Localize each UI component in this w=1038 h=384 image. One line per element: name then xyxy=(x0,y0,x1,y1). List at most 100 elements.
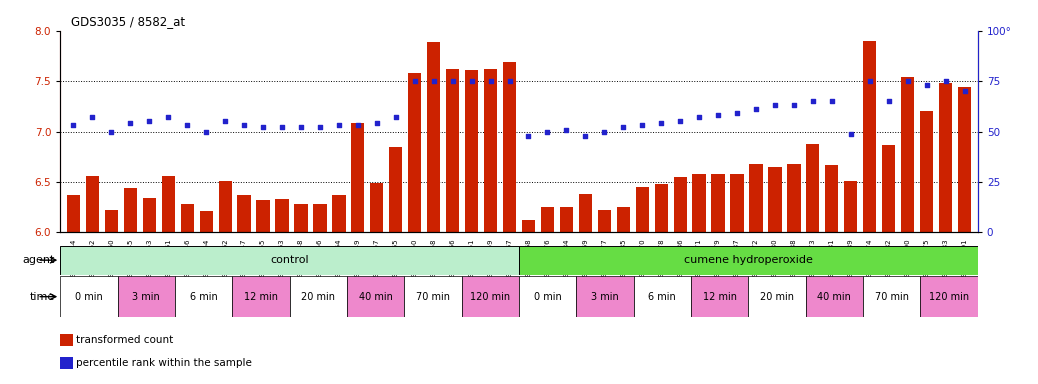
Bar xyxy=(351,123,364,232)
Point xyxy=(463,78,480,84)
Bar xyxy=(295,204,307,232)
Text: 40 min: 40 min xyxy=(818,291,851,302)
Point xyxy=(880,98,897,104)
Bar xyxy=(347,276,404,317)
Bar xyxy=(519,246,978,275)
Bar xyxy=(787,164,800,232)
Text: 120 min: 120 min xyxy=(929,291,969,302)
Bar xyxy=(598,210,611,232)
Text: transformed count: transformed count xyxy=(76,335,173,345)
Bar xyxy=(921,276,978,317)
Bar xyxy=(768,167,782,232)
Bar xyxy=(635,187,649,232)
Point xyxy=(767,102,784,108)
Point xyxy=(198,128,215,135)
Text: 3 min: 3 min xyxy=(592,291,619,302)
Bar xyxy=(199,211,213,232)
Point xyxy=(558,126,575,132)
Text: GDS3035 / 8582_at: GDS3035 / 8582_at xyxy=(71,15,185,28)
Bar xyxy=(427,42,440,232)
Point xyxy=(786,102,802,108)
Point xyxy=(691,114,708,121)
Point xyxy=(311,124,328,131)
Bar xyxy=(275,199,289,232)
Point xyxy=(804,98,821,104)
Text: percentile rank within the sample: percentile rank within the sample xyxy=(76,358,251,368)
Bar xyxy=(465,70,479,232)
Bar xyxy=(86,176,99,232)
Point xyxy=(729,110,745,116)
Bar xyxy=(655,184,667,232)
Bar xyxy=(124,188,137,232)
Bar xyxy=(805,276,864,317)
Text: 0 min: 0 min xyxy=(75,291,103,302)
Bar xyxy=(692,174,706,232)
Point xyxy=(672,118,688,124)
Bar xyxy=(142,198,156,232)
Point xyxy=(179,122,195,129)
Point xyxy=(614,124,631,131)
Point xyxy=(274,124,291,131)
Bar xyxy=(864,41,876,232)
Point xyxy=(539,128,555,135)
Bar xyxy=(691,276,748,317)
Bar xyxy=(371,183,383,232)
Point xyxy=(236,122,252,129)
Point xyxy=(368,120,385,126)
Point xyxy=(501,78,518,84)
Text: 20 min: 20 min xyxy=(760,291,794,302)
Bar xyxy=(522,220,536,232)
Bar xyxy=(66,195,80,232)
Point xyxy=(103,128,119,135)
Text: control: control xyxy=(270,255,309,265)
Point xyxy=(919,82,935,88)
Bar xyxy=(408,73,421,232)
Bar xyxy=(117,276,174,317)
Point xyxy=(843,131,859,137)
Bar xyxy=(238,195,251,232)
Point xyxy=(122,120,139,126)
Bar xyxy=(844,181,857,232)
Text: 6 min: 6 min xyxy=(190,291,217,302)
Bar xyxy=(462,276,519,317)
Point xyxy=(293,124,309,131)
Point xyxy=(862,78,878,84)
Bar xyxy=(749,164,763,232)
Point xyxy=(823,98,840,104)
Text: 70 min: 70 min xyxy=(875,291,909,302)
Bar xyxy=(617,207,630,232)
Bar xyxy=(389,147,403,232)
Bar xyxy=(939,83,952,232)
Text: 12 min: 12 min xyxy=(703,291,737,302)
Point xyxy=(254,124,271,131)
Bar xyxy=(290,276,347,317)
Bar xyxy=(502,62,516,232)
Bar xyxy=(60,246,519,275)
Bar xyxy=(541,207,554,232)
Point xyxy=(444,78,461,84)
Bar xyxy=(901,77,914,232)
Text: agent: agent xyxy=(23,255,55,265)
Bar xyxy=(576,276,633,317)
Text: 20 min: 20 min xyxy=(301,291,335,302)
Point xyxy=(577,132,594,139)
Text: cumene hydroperoxide: cumene hydroperoxide xyxy=(684,255,813,265)
Bar xyxy=(446,69,459,232)
Point xyxy=(387,114,404,121)
Text: 6 min: 6 min xyxy=(649,291,676,302)
Bar xyxy=(633,276,691,317)
Bar xyxy=(332,195,346,232)
Text: 120 min: 120 min xyxy=(470,291,511,302)
Bar xyxy=(219,181,231,232)
Bar xyxy=(863,276,921,317)
Bar xyxy=(920,111,933,232)
Bar xyxy=(404,276,462,317)
Bar xyxy=(958,87,972,232)
Bar xyxy=(674,177,687,232)
Bar xyxy=(807,144,819,232)
Point xyxy=(160,114,176,121)
Text: 40 min: 40 min xyxy=(359,291,392,302)
Bar xyxy=(105,210,118,232)
Bar xyxy=(256,200,270,232)
Point xyxy=(350,122,366,129)
